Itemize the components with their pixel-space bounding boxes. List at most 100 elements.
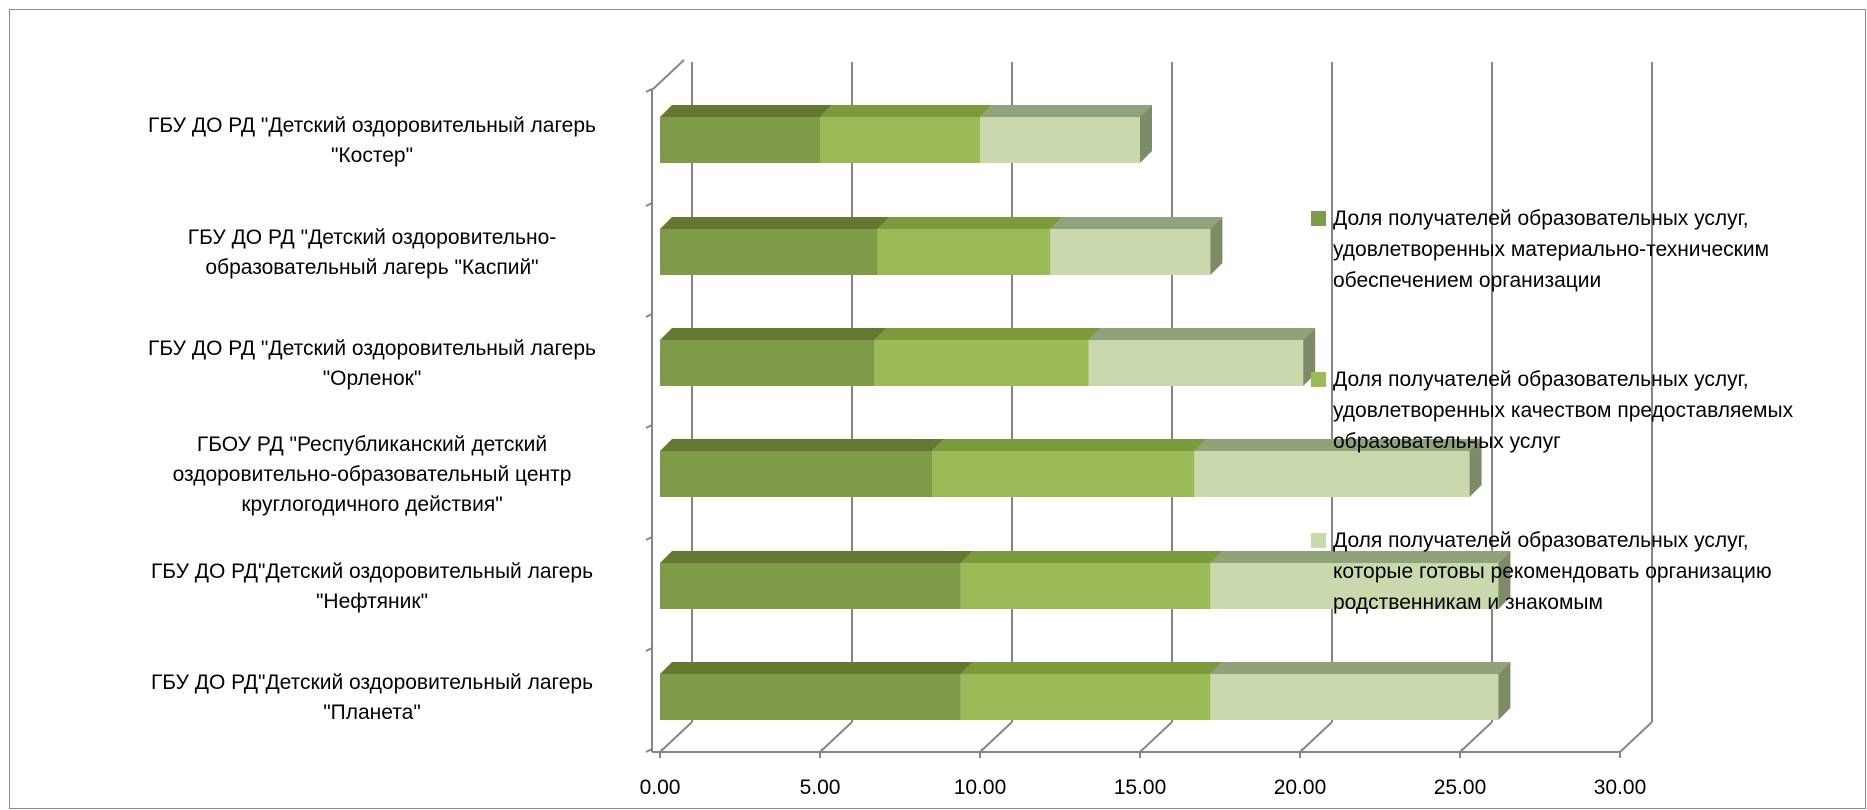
bar-top-2-2 [1088, 328, 1316, 340]
floor-line-3 [1139, 721, 1173, 753]
bar-top-0-3 [660, 439, 944, 451]
y-tick-1 [645, 202, 653, 207]
bar-top-0-4 [660, 551, 973, 563]
y-tick-5 [645, 647, 653, 652]
bar-2-2 [1088, 340, 1304, 386]
legend: Доля получателей образовательных услуг, у… [1311, 207, 1794, 614]
bar-0-1 [660, 229, 878, 275]
category-label-3-2: круглогодичного действия" [241, 493, 502, 516]
y-tick-2 [645, 313, 653, 318]
bar-end-5 [1498, 662, 1511, 720]
bar-end-2 [1303, 328, 1316, 386]
bar-top-1-1 [877, 217, 1063, 229]
x-tick-label-5: 25.00 [1434, 776, 1487, 799]
bar-2-0 [980, 117, 1140, 163]
legend-label-2-1: которые готовы рекомендовать организацию [1333, 560, 1772, 583]
bar-end-4 [1498, 551, 1511, 609]
legend-label-2-0: Доля получателей образовательных услуг, [1333, 529, 1749, 552]
bar-group-5 [660, 662, 1511, 720]
bar-top-2-1 [1050, 217, 1223, 229]
bar-1-4 [960, 563, 1211, 609]
x-tick-label-0: 0.00 [640, 776, 681, 799]
bar-1-0 [820, 117, 980, 163]
legend-label-0-2: обеспечением организации [1333, 269, 1601, 292]
bar-2-4 [1210, 563, 1499, 609]
floor-line-6 [1619, 721, 1653, 753]
floor-line-1 [819, 721, 853, 753]
category-label-0-0: ГБУ ДО РД "Детский оздоровительный лагер… [148, 114, 596, 137]
bar-group-1 [660, 217, 1223, 275]
bar-top-1-5 [960, 662, 1223, 674]
bar-0-5 [660, 674, 961, 720]
legend-swatch-2 [1311, 533, 1326, 548]
bar-top-1-0 [820, 105, 992, 117]
y-tick-6 [645, 748, 653, 753]
chart-walls [645, 59, 1653, 758]
legend-swatch-1 [1311, 372, 1326, 387]
bar-end-1 [1210, 217, 1223, 275]
category-label-3-0: ГБОУ РД "Республиканский детский [197, 433, 547, 456]
bar-top-1-4 [960, 551, 1223, 563]
bar-top-1-3 [932, 439, 1207, 451]
category-label-1-0: ГБУ ДО РД "Детский оздоровительно- [188, 226, 557, 249]
bar-group-0 [660, 105, 1152, 163]
bar-top-2-0 [980, 105, 1152, 117]
legend-label-1-1: удовлетворенных качеством предоставляемы… [1333, 399, 1794, 422]
category-label-2-0: ГБУ ДО РД "Детский оздоровительный лагер… [148, 337, 596, 360]
bar-2-3 [1194, 451, 1470, 497]
x-tick-label-1: 5.00 [800, 776, 841, 799]
bar-top-2-3 [1194, 439, 1482, 451]
floor-line-2 [979, 721, 1013, 753]
x-tick-label-6: 30.00 [1594, 776, 1647, 799]
bar-top-0-1 [660, 217, 890, 229]
chart-bars [660, 105, 1511, 720]
bar-top-0-5 [660, 662, 973, 674]
x-tick-labels: 0.00 5.00 10.00 15.00 20.00 25.00 30.00 [640, 776, 1647, 799]
x-tick-label-3: 15.00 [1114, 776, 1167, 799]
bar-0-0 [660, 117, 820, 163]
legend-swatch-0 [1311, 211, 1326, 226]
category-labels: ГБУ ДО РД "Детский оздоровительный лагер… [148, 114, 596, 724]
bar-top-2-5 [1210, 662, 1511, 674]
y-tick-4 [645, 536, 653, 541]
bar-0-3 [660, 451, 932, 497]
category-label-2-1: "Орленок" [323, 367, 422, 390]
legend-label-1-2: образовательных услуг [1333, 430, 1561, 453]
y-tick-0 [645, 88, 653, 93]
bar-0-2 [660, 340, 875, 386]
bar-1-3 [932, 451, 1195, 497]
bar-end-0 [1140, 105, 1152, 163]
bar-2-5 [1210, 674, 1499, 720]
bar-group-3 [660, 439, 1482, 497]
y-tick-3 [645, 424, 653, 429]
bar-2-1 [1050, 229, 1211, 275]
bar-0-4 [660, 563, 961, 609]
bar-1-5 [960, 674, 1211, 720]
bar-group-4 [660, 551, 1511, 609]
category-label-4-0: ГБУ ДО РД"Детский оздоровительный лагерь [151, 560, 593, 583]
x-tick-label-4: 20.00 [1274, 776, 1327, 799]
floor-line-4 [1299, 721, 1333, 753]
bar-top-0-0 [660, 105, 832, 117]
floor-line-0 [659, 721, 693, 753]
legend-label-1-0: Доля получателей образовательных услуг, [1333, 368, 1749, 391]
category-label-1-1: образовательный лагерь "Каспий" [205, 256, 538, 279]
category-label-0-1: "Костер" [331, 144, 413, 167]
category-label-5-1: "Планета" [323, 701, 421, 724]
bar-1-2 [874, 340, 1089, 386]
bar-group-2 [660, 328, 1316, 386]
legend-label-0-1: удовлетворенных материально-техническим [1333, 238, 1769, 261]
legend-label-2-2: родственникам и знакомым [1333, 591, 1603, 614]
category-label-4-1: "Нефтяник" [316, 590, 428, 613]
x-tick-label-2: 10.00 [954, 776, 1007, 799]
floor-line-5 [1459, 721, 1493, 753]
category-label-3-1: оздоровительно-образовательный центр [173, 463, 572, 486]
bar-top-2-4 [1210, 551, 1511, 563]
bar-1-1 [877, 229, 1051, 275]
y-axis-top-diag [651, 59, 685, 91]
bar-top-1-2 [874, 328, 1101, 340]
legend-label-0-0: Доля получателей образовательных услуг, [1333, 207, 1749, 230]
bar-top-0-2 [660, 328, 887, 340]
category-label-5-0: ГБУ ДО РД"Детский оздоровительный лагерь [151, 671, 593, 694]
